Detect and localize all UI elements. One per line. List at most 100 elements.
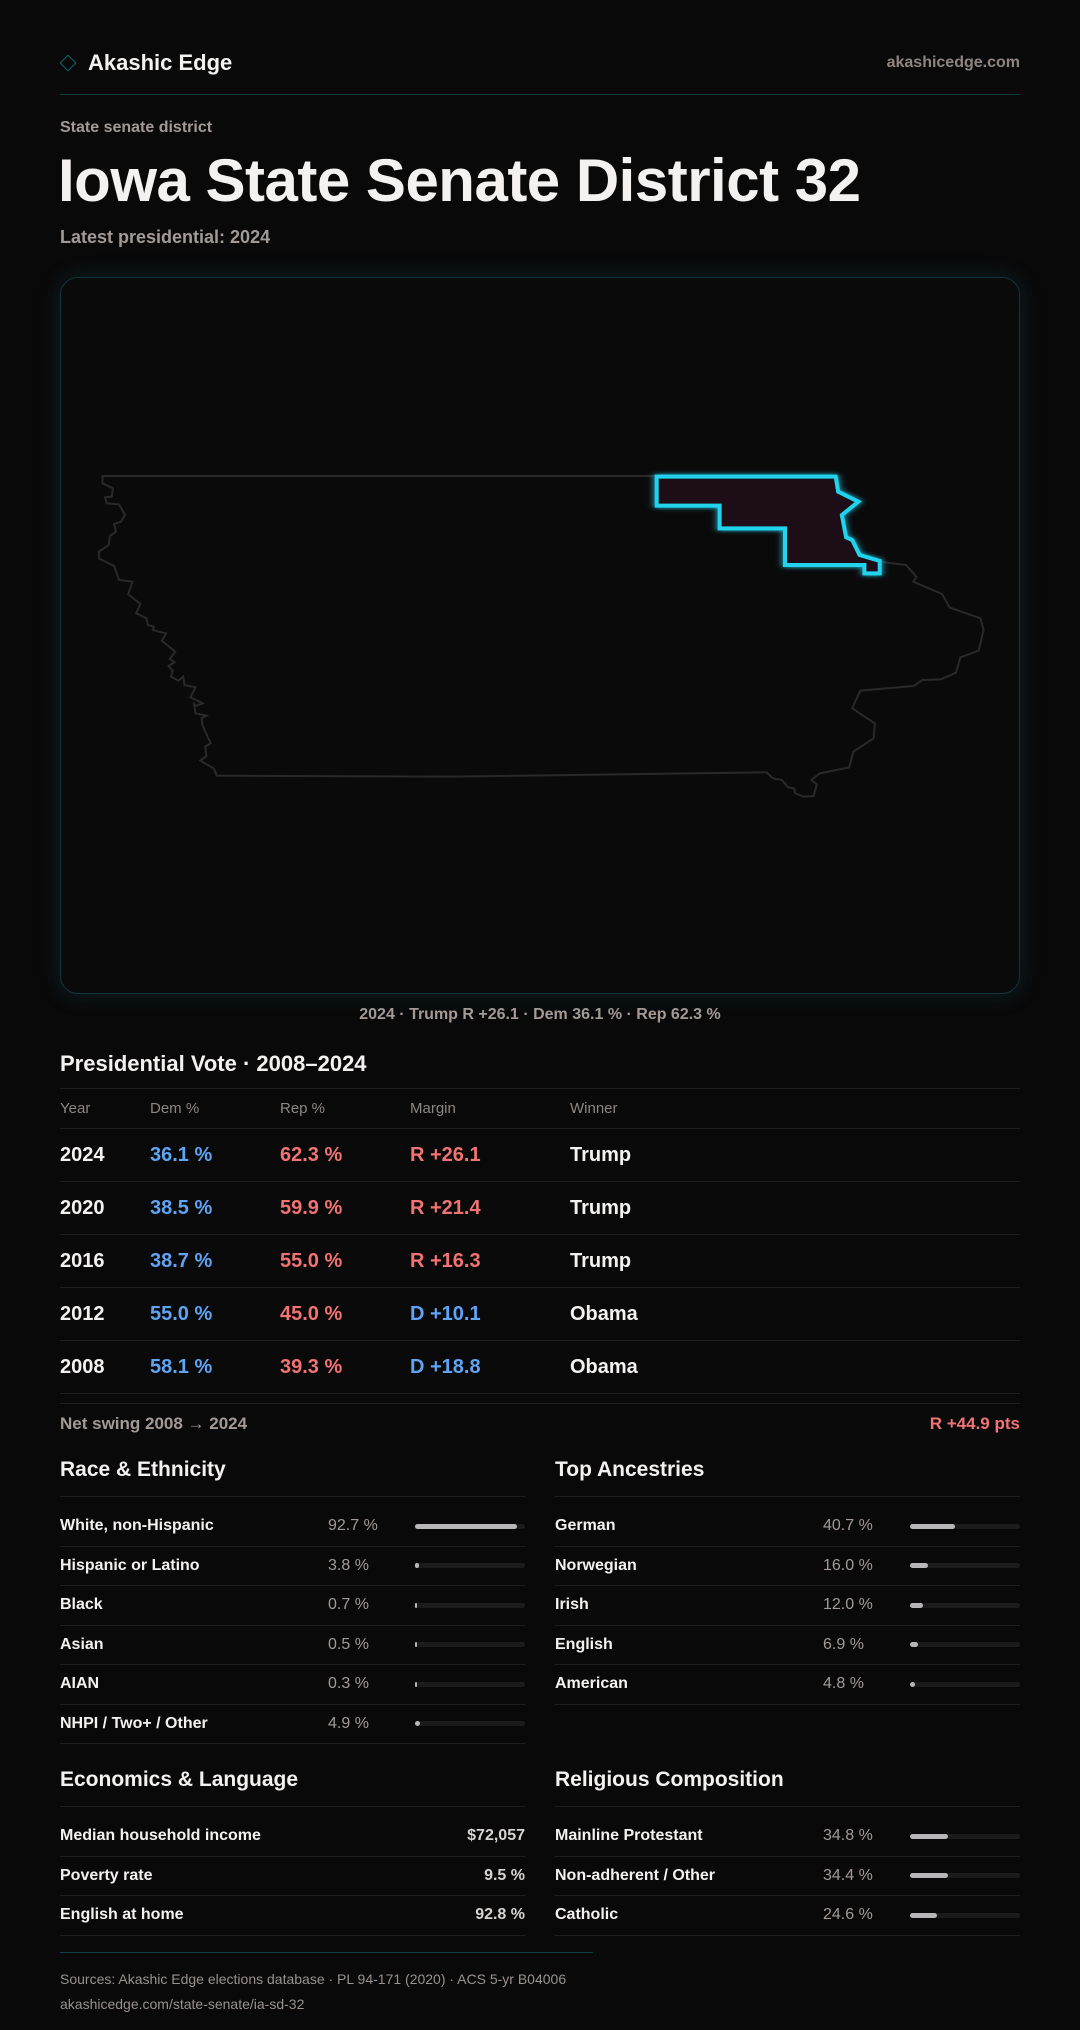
stat-value: 34.8 % <box>823 1827 873 1845</box>
column-header: Winner <box>570 1088 1020 1129</box>
stat-value: 4.8 % <box>823 1675 864 1693</box>
stat-label: Median household income <box>60 1827 261 1845</box>
ancestries-section: Top Ancestries German 40.7 % Norwegian 16.0… <box>555 1458 1020 1705</box>
column-header: Margin <box>410 1088 570 1129</box>
stat-bar <box>415 1642 525 1648</box>
cell-rep: 55.0 % <box>280 1234 410 1288</box>
stat-bar-fill <box>415 1642 417 1648</box>
ancestries-title: Top Ancestries <box>555 1458 1020 1497</box>
religion-title: Religious Composition <box>555 1768 1020 1807</box>
stat-bar <box>910 1523 1020 1529</box>
iowa-state-outline <box>99 476 984 797</box>
stat-bar-fill <box>910 1873 948 1879</box>
stat-row: AIAN 0.3 % <box>60 1665 525 1705</box>
cell-rep: 59.9 % <box>280 1181 410 1235</box>
stat-bar-fill <box>910 1681 916 1687</box>
stat-bar-fill <box>910 1602 924 1608</box>
page-title: Iowa State Senate District 32 <box>58 147 861 214</box>
stat-value: 0.7 % <box>328 1596 369 1614</box>
footer-url[interactable]: akashicedge.com/state-senate/ia-sd-32 <box>60 1996 305 2012</box>
cell-rep: 45.0 % <box>280 1287 410 1341</box>
cell-year: 2016 <box>60 1234 150 1288</box>
table-row: 2016 38.7 % 55.0 % R +16.3 Trump <box>60 1234 1020 1288</box>
stat-bar-fill <box>415 1563 420 1569</box>
table-row: 2024 36.1 % 62.3 % R +26.1 Trump <box>60 1128 1020 1182</box>
stat-row: German 40.7 % <box>555 1507 1020 1547</box>
race-ethnicity-section: Race & Ethnicity White, non-Hispanic 92.7… <box>60 1458 525 1744</box>
cell-margin: D +18.8 <box>410 1340 570 1394</box>
divider <box>60 1403 1020 1404</box>
cell-winner: Trump <box>570 1128 1020 1182</box>
stat-value: 92.8 % <box>475 1906 525 1924</box>
stat-label: English at home <box>60 1906 184 1924</box>
district-32-shape[interactable] <box>657 477 880 574</box>
footer: Sources: Akashic Edge elections database… <box>60 1952 593 2017</box>
stat-bar <box>415 1563 525 1569</box>
stat-value: 34.4 % <box>823 1866 873 1884</box>
economics-section: Economics & Language Median household in… <box>60 1768 525 1936</box>
stat-label: German <box>555 1517 616 1535</box>
column-header: Year <box>60 1088 150 1129</box>
cell-rep: 39.3 % <box>280 1340 410 1394</box>
latest-presidential: Latest presidential: 2024 <box>60 227 271 247</box>
cell-dem: 58.1 % <box>150 1340 280 1394</box>
stat-value: 6.9 % <box>823 1635 864 1653</box>
stat-value: 3.8 % <box>328 1556 369 1574</box>
stat-bar-fill <box>415 1602 417 1608</box>
economics-title: Economics & Language <box>60 1768 525 1807</box>
stat-bar-fill <box>910 1563 928 1569</box>
stat-bar <box>910 1873 1020 1879</box>
table-row: 2020 38.5 % 59.9 % R +21.4 Trump <box>60 1181 1020 1235</box>
cell-dem: 55.0 % <box>150 1287 280 1341</box>
stat-value: 40.7 % <box>823 1517 873 1535</box>
stat-bar-fill <box>415 1721 421 1727</box>
race-ethnicity-title: Race & Ethnicity <box>60 1458 525 1497</box>
stat-row: Catholic 24.6 % <box>555 1896 1020 1936</box>
stat-row: Black 0.7 % <box>60 1586 525 1626</box>
header-divider <box>60 94 1020 95</box>
stat-label: Mainline Protestant <box>555 1827 703 1845</box>
stat-bar <box>415 1523 525 1529</box>
stat-label: AIAN <box>60 1675 100 1693</box>
stat-value: 9.5 % <box>484 1866 525 1884</box>
stat-bar-fill <box>910 1642 918 1648</box>
cell-margin: R +26.1 <box>410 1128 570 1182</box>
district-map[interactable] <box>60 277 1020 994</box>
stat-label: Hispanic or Latino <box>60 1556 200 1574</box>
stat-row: American 4.8 % <box>555 1665 1020 1705</box>
stat-value: 0.5 % <box>328 1635 369 1653</box>
stat-bar <box>910 1563 1020 1569</box>
stat-value: 24.6 % <box>823 1906 873 1924</box>
brand-logo[interactable]: Akashic Edge <box>59 50 232 76</box>
cell-winner: Trump <box>570 1181 1020 1235</box>
stat-row: NHPI / Two+ / Other 4.9 % <box>60 1705 525 1744</box>
cell-winner: Obama <box>570 1287 1020 1341</box>
net-swing-label: Net swing 2008 → 2024 <box>60 1414 248 1433</box>
cell-dem: 36.1 % <box>150 1128 280 1182</box>
table-row: 2012 55.0 % 45.0 % D +10.1 Obama <box>60 1287 1020 1341</box>
stat-row: White, non-Hispanic 92.7 % <box>60 1507 525 1547</box>
page-kicker: State senate district <box>60 119 213 136</box>
diamond-icon <box>59 54 77 72</box>
stat-bar-fill <box>910 1523 955 1529</box>
stat-label: Asian <box>60 1635 104 1653</box>
stat-label: White, non-Hispanic <box>60 1517 214 1535</box>
stat-label: English <box>555 1635 613 1653</box>
stat-bar <box>415 1681 525 1687</box>
cell-rep: 62.3 % <box>280 1128 410 1182</box>
column-header: Rep % <box>280 1088 410 1129</box>
table-header-row: Year Dem % Rep % Margin Winner <box>60 1088 1020 1129</box>
stat-row: Hispanic or Latino 3.8 % <box>60 1547 525 1586</box>
site-domain-link[interactable]: akashicedge.com <box>886 54 1020 71</box>
map-caption: 2024 · Trump R +26.1 · Dem 36.1 % · Rep … <box>359 1006 721 1023</box>
stat-label: Poverty rate <box>60 1866 153 1884</box>
stat-bar <box>910 1833 1020 1839</box>
cell-year: 2008 <box>60 1340 150 1394</box>
stat-value: 0.3 % <box>328 1675 369 1693</box>
stat-label: Black <box>60 1596 103 1614</box>
stat-label: Catholic <box>555 1906 619 1924</box>
footer-sources: Sources: Akashic Edge elections database… <box>60 1971 567 1987</box>
stat-bar <box>910 1602 1020 1608</box>
column-header: Dem % <box>150 1088 280 1129</box>
cell-year: 2024 <box>60 1128 150 1182</box>
